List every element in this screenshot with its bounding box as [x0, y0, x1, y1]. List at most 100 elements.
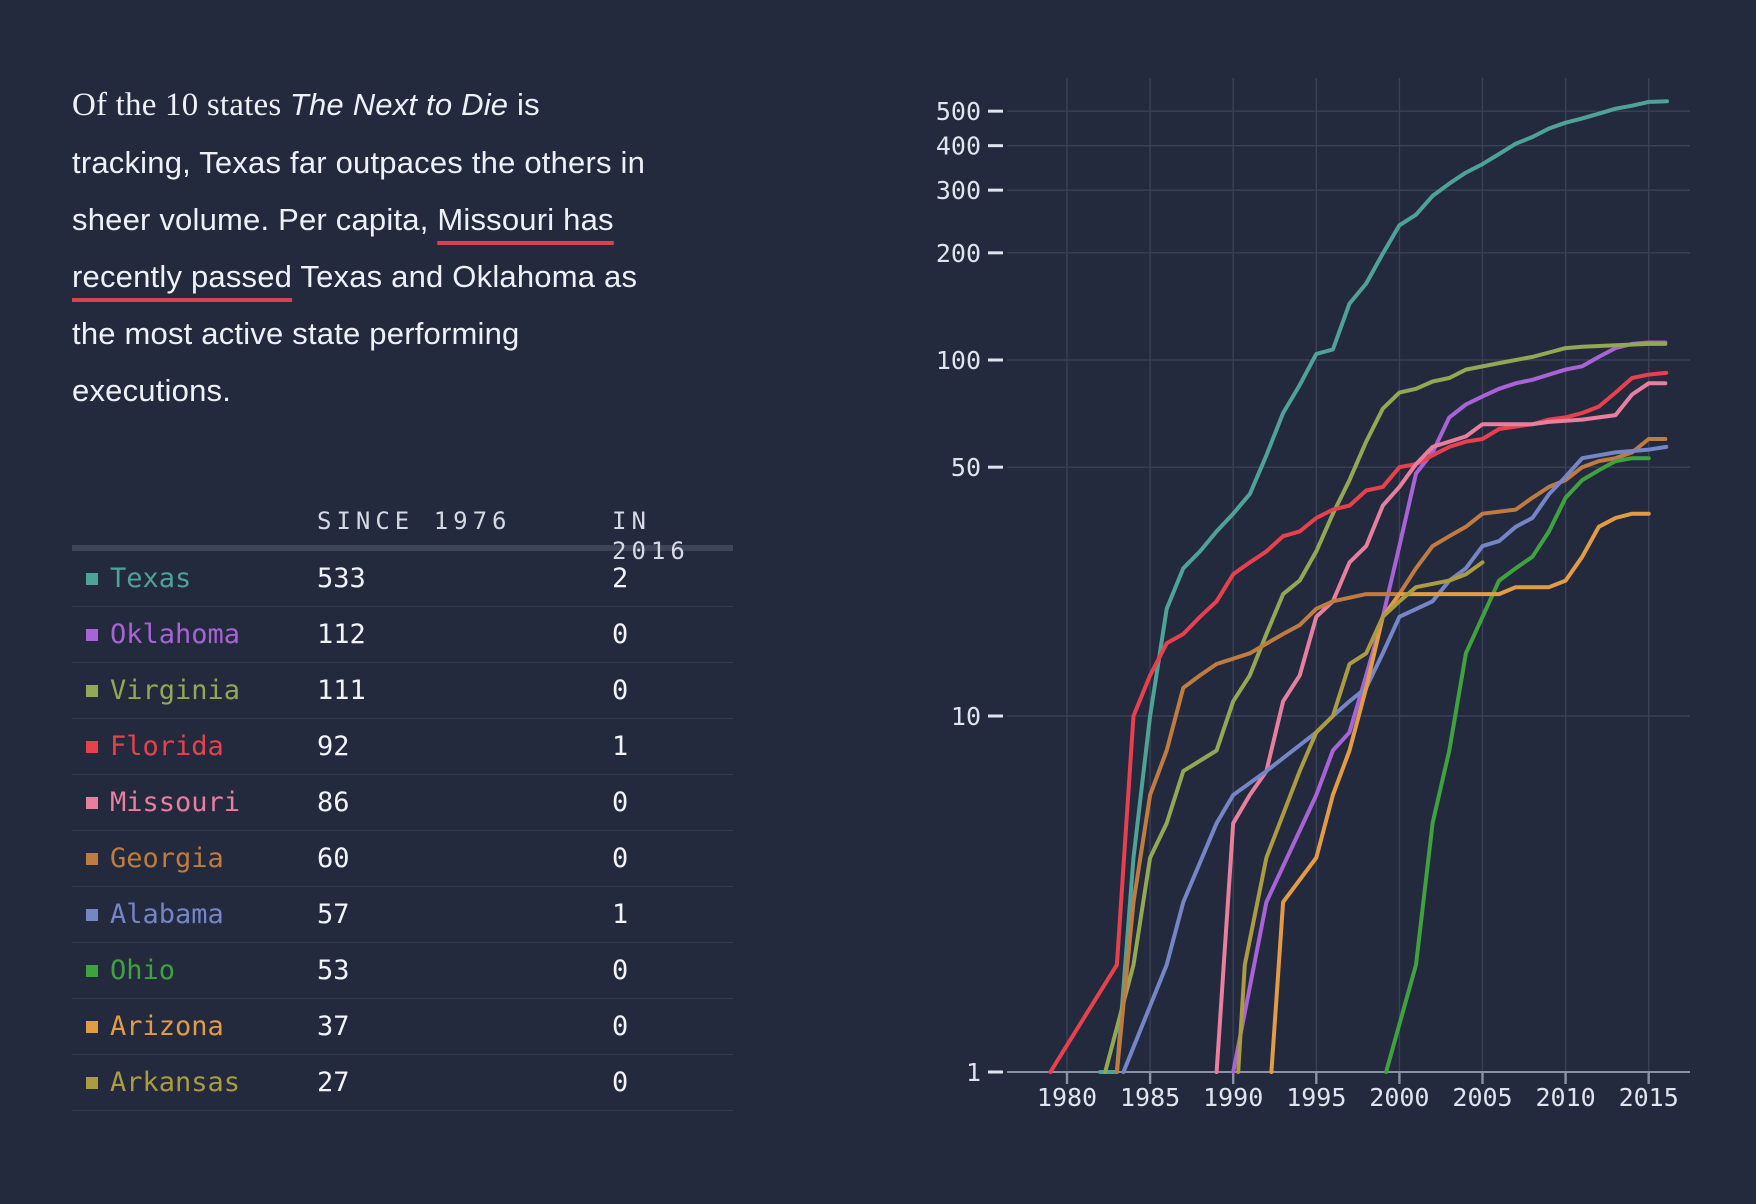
series-line-oklahoma	[1231, 340, 1668, 1074]
since-1976-value: 27	[317, 1067, 350, 1098]
x-tick-label: 2015	[1619, 1083, 1679, 1112]
in-2016-value: 0	[612, 675, 629, 706]
y-tick-label: 100	[936, 346, 981, 375]
state-name: Virginia	[110, 675, 241, 706]
table-body: Texas 533 2 Oklahoma 112 0 Virginia 111 0 Florida…	[72, 551, 733, 1111]
in-2016-value: 0	[612, 843, 629, 874]
since-1976-value: 37	[317, 1011, 350, 1042]
x-tick-label: 2000	[1369, 1083, 1429, 1112]
state-swatch-icon	[86, 685, 98, 697]
x-tick-label: 2010	[1535, 1083, 1595, 1112]
intro-text-segment: executions.	[72, 373, 232, 408]
series-line-georgia	[1114, 437, 1668, 1074]
state-name: Georgia	[110, 843, 224, 874]
table-header-row: SINCE 1976 IN 2016	[72, 506, 733, 565]
state-name: Ohio	[110, 955, 176, 986]
table-header-in-2016: IN 2016	[612, 507, 690, 565]
table-row: Florida 92 1	[72, 719, 733, 775]
intro-text-segment: is	[508, 87, 540, 122]
y-tick-label: 400	[936, 132, 981, 161]
state-name: Arkansas	[110, 1067, 241, 1098]
intro-text-segment: The Next to Die	[289, 87, 509, 122]
since-1976-value: 111	[317, 675, 366, 706]
y-tick-label: 50	[951, 453, 981, 482]
intro-text-segment: sheer volume. Per capita,	[72, 202, 438, 237]
series-line-texas	[1098, 99, 1669, 1074]
in-2016-value: 1	[612, 731, 629, 762]
intro-text-segment: tracking, Texas far outpaces the others …	[72, 145, 646, 180]
state-swatch-icon	[86, 573, 98, 585]
intro-line: tracking, Texas far outpaces the others …	[72, 134, 792, 191]
state-name: Alabama	[110, 899, 224, 930]
x-tick-label: 2005	[1452, 1083, 1512, 1112]
y-tick-label: 500	[936, 97, 981, 126]
table-row: Missouri 86 0	[72, 775, 733, 831]
intro-text-segment: Of the 10 states	[72, 87, 290, 123]
state-swatch-icon	[86, 629, 98, 641]
intro-line: Of the 10 states The Next to Die is	[72, 76, 792, 134]
series-line-alabama	[1121, 444, 1669, 1074]
in-2016-value: 2	[612, 563, 629, 594]
table-row: Alabama 57 1	[72, 887, 733, 943]
series-line-arizona	[1269, 511, 1651, 1074]
intro-link[interactable]: recently passed	[72, 259, 293, 294]
table-row: Virginia 111 0	[72, 663, 733, 719]
intro-text-segment: the most active state performing	[72, 316, 520, 351]
since-1976-value: 533	[317, 563, 366, 594]
state-swatch-icon	[86, 797, 98, 809]
y-tick-label: 1	[966, 1058, 981, 1087]
y-tick-label: 300	[936, 176, 981, 205]
in-2016-value: 0	[612, 619, 629, 650]
in-2016-value: 0	[612, 1067, 629, 1098]
in-2016-value: 0	[612, 787, 629, 818]
state-name: Oklahoma	[110, 619, 241, 650]
series-line-missouri	[1214, 381, 1668, 1074]
state-name: Missouri	[110, 787, 241, 818]
table-row: Oklahoma 112 0	[72, 607, 733, 663]
x-tick-label: 1995	[1286, 1083, 1346, 1112]
executions-table: SINCE 1976 IN 2016 Texas 533 2 Oklahoma 112 0…	[72, 506, 733, 1111]
intro-link[interactable]: Missouri has	[437, 202, 614, 237]
y-tick-label: 10	[951, 702, 981, 731]
table-header-since-1976: SINCE 1976	[317, 507, 512, 535]
since-1976-value: 112	[317, 619, 366, 650]
x-tick-label: 1990	[1203, 1083, 1263, 1112]
state-swatch-icon	[86, 909, 98, 921]
since-1976-value: 92	[317, 731, 350, 762]
state-swatch-icon	[86, 853, 98, 865]
state-swatch-icon	[86, 965, 98, 977]
state-swatch-icon	[86, 1021, 98, 1033]
y-tick-label: 200	[936, 239, 981, 268]
in-2016-value: 0	[612, 955, 629, 986]
table-row: Texas 533 2	[72, 551, 733, 607]
since-1976-value: 57	[317, 899, 350, 930]
since-1976-value: 60	[317, 843, 350, 874]
intro-line: recently passed Texas and Oklahoma as	[72, 248, 792, 305]
since-1976-value: 86	[317, 787, 350, 818]
series-line-arkansas	[1236, 560, 1485, 1074]
series-line-virginia	[1103, 341, 1668, 1074]
x-tick-label: 1985	[1120, 1083, 1180, 1112]
intro-paragraph: Of the 10 states The Next to Die is track…	[72, 76, 792, 419]
table-row: Georgia 60 0	[72, 831, 733, 887]
series-line-florida	[1048, 370, 1669, 1074]
intro-text-segment: Texas and Oklahoma as	[292, 259, 638, 294]
intro-line: the most active state performing	[72, 305, 792, 362]
x-tick-label: 1980	[1037, 1083, 1097, 1112]
series-line-ohio	[1384, 456, 1651, 1074]
state-name: Florida	[110, 731, 224, 762]
in-2016-value: 1	[612, 899, 629, 930]
intro-line: executions.	[72, 362, 792, 419]
table-row: Arkansas 27 0	[72, 1055, 733, 1111]
intro-line: sheer volume. Per capita, Missouri has	[72, 191, 792, 248]
state-swatch-icon	[86, 741, 98, 753]
table-row: Arizona 37 0	[72, 999, 733, 1055]
table-row: Ohio 53 0	[72, 943, 733, 999]
state-name: Texas	[110, 563, 192, 594]
since-1976-value: 53	[317, 955, 350, 986]
table-header-rule	[72, 545, 733, 551]
state-swatch-icon	[86, 1077, 98, 1089]
state-name: Arizona	[110, 1011, 224, 1042]
